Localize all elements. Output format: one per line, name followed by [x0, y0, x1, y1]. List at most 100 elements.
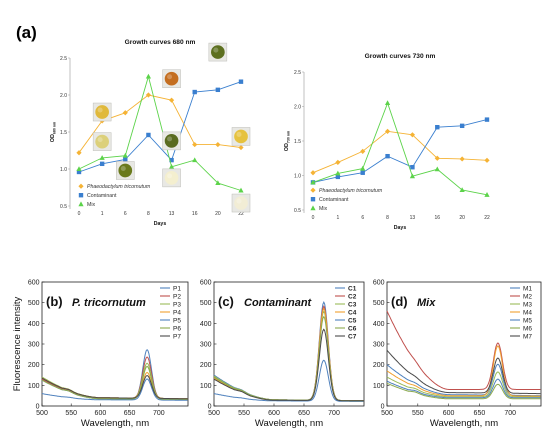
x-tick-label: 13: [169, 211, 175, 217]
photo-culture: [211, 45, 225, 59]
panel-title: Contaminant: [244, 297, 313, 309]
legend-entry-p2: P2: [173, 294, 181, 301]
legend-entry-c5: C5: [348, 318, 357, 325]
x-tick-label: 16: [435, 215, 441, 221]
flask-photo-3: [162, 69, 181, 88]
y-tick-label: 400: [28, 321, 40, 328]
data-point: [238, 79, 244, 84]
x-tick-label: 600: [443, 410, 455, 417]
photo-culture: [95, 105, 109, 119]
data-point: [385, 153, 390, 159]
legend-entry-c7: C7: [348, 334, 357, 341]
y-tick-label: 300: [200, 342, 212, 349]
data-point: [435, 125, 440, 130]
x-axis-label: Wavelength, nm: [255, 418, 323, 429]
x-axis-label: Wavelength, nm: [81, 418, 149, 429]
legend-entry-m6: M6: [523, 326, 532, 333]
legend-marker: [310, 205, 316, 211]
y-tick-label: 200: [373, 362, 385, 369]
data-point: [168, 97, 175, 103]
flask-photo-2: [92, 132, 112, 151]
data-point: [169, 157, 174, 163]
flask-photo-1: [92, 102, 112, 122]
legend-marker: [78, 201, 84, 207]
data-point: [360, 165, 366, 171]
legend-entry-m2: M2: [523, 294, 532, 301]
y-tick-label: 2.5: [60, 56, 67, 62]
spectrum-line-m3: [386, 371, 541, 398]
x-tick-label: 500: [381, 410, 393, 417]
y-tick-label: 100: [373, 383, 385, 390]
panel-label: (c): [218, 294, 234, 309]
x-tick-label: 1: [336, 215, 339, 221]
data-point: [99, 161, 105, 167]
data-point: [459, 187, 465, 192]
y-tick-label: 2.0: [60, 93, 67, 99]
y-tick-label: 500: [200, 300, 212, 307]
spectrum-line-c1: [213, 301, 364, 402]
data-point: [335, 174, 341, 180]
data-point: [215, 141, 221, 148]
y-axis-label: Fluorescence intensity: [12, 296, 23, 391]
legend-entry-c6: C6: [348, 326, 357, 333]
panel-label: (b): [46, 294, 63, 309]
y-tick-label: 1.0: [60, 167, 67, 173]
photo-highlight: [236, 198, 242, 204]
spectrum-line-p4: [41, 371, 188, 400]
x-tick-label: 1: [101, 211, 104, 217]
data-point: [459, 123, 465, 129]
x-tick-label: 700: [328, 410, 340, 417]
x-tick-label: 600: [268, 410, 280, 417]
data-point: [238, 144, 244, 151]
data-point: [145, 92, 152, 98]
photo-highlight: [167, 136, 173, 142]
flask-photo-8: [231, 127, 251, 146]
data-point: [76, 169, 82, 175]
legend-entry-c1: C1: [348, 286, 357, 293]
spectrum-line-m2: [386, 310, 541, 390]
chart-fluorescence-c: 0 100 200 300 400 500 600 500 550 600 650 700 Wavele…: [200, 280, 365, 429]
y-tick-label: 400: [373, 321, 385, 328]
x-tick-label: 22: [238, 211, 244, 217]
data-point: [459, 156, 465, 162]
chart-growth-730: Growth curves 730 nm0.51.01.52.02.50 1 6 8 1…: [284, 53, 490, 231]
y-axis-label: OD730 nm: [284, 131, 290, 151]
y-tick-label: 1.5: [60, 130, 67, 136]
data-point: [215, 87, 221, 93]
legend-entry-p4: P4: [173, 310, 181, 317]
legend-entry-1: Phaeodactylum tricornutum: [87, 184, 151, 190]
x-tick-label: 20: [459, 215, 465, 221]
y-tick-label: 500: [28, 300, 40, 307]
x-tick-label: 8: [386, 215, 389, 221]
series-line-2: [312, 119, 488, 183]
x-tick-label: 550: [238, 410, 250, 417]
legend-marker: [310, 187, 316, 193]
x-tick-label: 500: [208, 410, 220, 417]
data-point: [215, 180, 221, 186]
y-tick-label: 300: [373, 342, 385, 349]
series-line-3: [78, 74, 242, 191]
x-tick-label: 20: [215, 211, 221, 217]
legend-entry-m1: M1: [523, 286, 532, 293]
y-tick-label: 600: [200, 280, 212, 287]
photo-highlight: [167, 173, 173, 179]
flask-photo-7: [162, 168, 181, 188]
legend-marker: [310, 197, 316, 202]
series-line-2: [78, 81, 242, 173]
data-point: [484, 157, 490, 163]
y-tick-label: 1.5: [294, 139, 301, 145]
spectrum-line-p1: [41, 348, 188, 401]
y-tick-label: 100: [28, 383, 40, 390]
spectrum-line-m6: [386, 382, 541, 400]
y-tick-label: 1.0: [294, 173, 301, 179]
y-tick-label: 0: [208, 404, 212, 411]
data-point: [192, 141, 198, 148]
x-tick-label: 700: [153, 410, 165, 417]
data-point: [410, 165, 415, 170]
data-point: [76, 150, 82, 156]
data-point: [384, 100, 391, 106]
x-tick-label: 22: [484, 215, 490, 221]
legend-entry-2: Contaminant: [319, 197, 349, 203]
x-tick-label: 650: [474, 410, 486, 417]
